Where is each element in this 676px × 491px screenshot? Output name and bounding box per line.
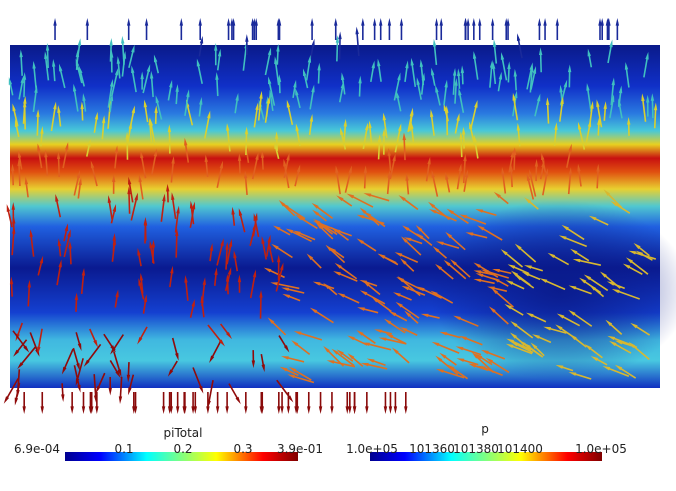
arrow-head <box>119 396 122 404</box>
tick-label: 0.2 <box>173 442 192 456</box>
arrow-shaft <box>176 232 177 257</box>
arrow-head <box>491 18 494 26</box>
arrow-shaft <box>246 131 247 155</box>
arrow-head <box>95 406 98 414</box>
tick-label: 0.3 <box>233 442 252 456</box>
arrow-head <box>86 18 89 26</box>
arrow-head <box>176 406 179 414</box>
arrow-head <box>216 406 219 414</box>
arrow-head <box>194 406 197 414</box>
arrow-head <box>338 32 341 40</box>
arrow-head <box>245 34 248 42</box>
arrow-head <box>227 18 230 26</box>
arrow-head <box>404 406 407 414</box>
arrow-head <box>128 387 132 395</box>
arrow-head <box>389 406 392 414</box>
arrow-head <box>355 27 358 35</box>
arrow-head <box>543 18 546 26</box>
arrow-head <box>517 33 520 41</box>
arrow-head <box>277 406 280 414</box>
arrow-head <box>53 18 56 26</box>
arrow-head <box>361 18 364 26</box>
arrow-head <box>121 36 124 44</box>
arrow-head <box>127 18 130 26</box>
tick-label: 0.1 <box>114 442 133 456</box>
arrow-head <box>310 18 313 26</box>
arrow-shaft <box>169 128 170 153</box>
arrow-head <box>109 388 112 396</box>
arrow-head <box>15 398 18 406</box>
arrow-head <box>78 38 81 46</box>
arrow-head <box>384 406 387 414</box>
arrow-head <box>435 18 438 26</box>
tick-label: 101360 <box>409 442 455 456</box>
arrow-head <box>280 406 283 414</box>
colorbar-title: p <box>481 422 489 436</box>
arrow-head <box>400 18 403 26</box>
arrow-head <box>330 406 333 414</box>
arrow-head <box>394 406 397 414</box>
colorbar: p 1.0e+05 101360 101380 101400 1.0e+05 <box>346 422 627 461</box>
arrow-head <box>198 18 201 26</box>
tick-label: 1.0e+05 <box>575 442 627 456</box>
tick-label: 1.0e+05 <box>346 442 398 456</box>
arrow-head <box>440 18 443 26</box>
tick-label: 6.9e-04 <box>14 442 60 456</box>
arrow-head <box>598 18 601 26</box>
arrow-head <box>373 18 376 26</box>
arrow-head <box>225 406 228 414</box>
arrow-head <box>365 406 368 414</box>
arrow-head <box>472 18 475 26</box>
colorbar: piTotal 6.9e-04 0.1 0.2 0.3 3.9e-01 <box>14 426 323 461</box>
arrow-head <box>7 204 10 212</box>
tick-label: 101400 <box>497 442 543 456</box>
arrow-head <box>61 394 64 402</box>
arrow-head <box>22 406 25 414</box>
arrow-head <box>244 406 247 414</box>
arrow-head <box>466 18 469 26</box>
arrow-head <box>145 18 148 26</box>
tick-label: 3.9e-01 <box>277 442 323 456</box>
arrow-head <box>307 406 310 414</box>
arrow-head <box>206 406 209 414</box>
arrow-head <box>41 406 44 414</box>
arrow-head <box>556 18 559 26</box>
arrow-head <box>609 39 612 47</box>
arrow-head <box>334 18 337 26</box>
arrow-head <box>353 406 356 414</box>
arrow-head <box>180 18 183 26</box>
arrow-head <box>70 406 73 414</box>
arrow-head <box>109 38 112 46</box>
arrow-head <box>77 385 80 393</box>
arrow-head <box>379 18 382 26</box>
arrow-head <box>348 406 351 414</box>
arrow-head <box>538 18 541 26</box>
arrow-head <box>493 39 496 47</box>
arrow-head <box>319 406 322 414</box>
arrow-head <box>478 18 481 26</box>
tick-label: 101380 <box>453 442 499 456</box>
arrow-head <box>82 406 85 414</box>
arrow-head <box>287 406 290 414</box>
arrow-head <box>616 18 619 26</box>
colorbar-title: piTotal <box>164 426 203 440</box>
arrow-head <box>162 406 165 414</box>
arrow-head <box>388 18 391 26</box>
